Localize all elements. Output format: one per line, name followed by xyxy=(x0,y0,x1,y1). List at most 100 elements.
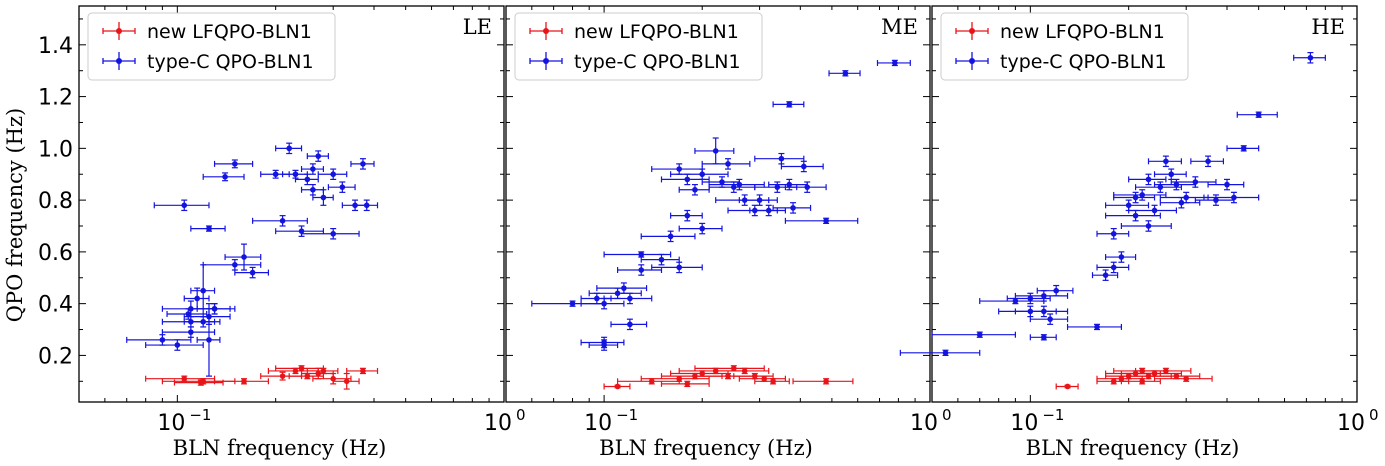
data-point xyxy=(678,222,723,235)
series-type-c-qpo xyxy=(899,51,1326,357)
data-point xyxy=(1147,155,1182,168)
marker xyxy=(206,337,212,343)
legend-frame xyxy=(940,12,1189,81)
x-axis-label: BLN frequency (Hz) xyxy=(599,436,813,460)
marker xyxy=(1132,194,1139,201)
marker xyxy=(1125,202,1132,209)
legend-label: type-C QPO-BLN1 xyxy=(147,51,314,73)
data-point xyxy=(190,225,226,232)
marker xyxy=(699,225,706,232)
marker xyxy=(1132,212,1139,219)
marker xyxy=(892,60,898,66)
x-tick-label: 10 xyxy=(484,411,512,436)
x-tick-exponent: −1 xyxy=(189,406,211,424)
marker xyxy=(730,184,737,190)
marker xyxy=(667,233,674,240)
y-tick-label: 0.8 xyxy=(38,189,73,214)
marker xyxy=(942,350,949,356)
series-new-lfqpo xyxy=(603,365,854,390)
y-tick-label: 1.4 xyxy=(38,34,73,59)
marker xyxy=(1110,264,1117,271)
data-point xyxy=(166,308,208,320)
legend-label: new LFQPO-BLN1 xyxy=(574,21,739,43)
marker xyxy=(1173,181,1180,188)
legend: new LFQPO-BLN1 type-C QPO-BLN1 xyxy=(87,12,336,81)
marker xyxy=(756,197,763,203)
marker xyxy=(751,373,758,379)
data-point xyxy=(260,169,290,179)
data-point xyxy=(1207,178,1245,191)
marker xyxy=(363,202,370,209)
marker xyxy=(206,225,212,232)
data-point xyxy=(327,181,356,193)
data-point xyxy=(1153,178,1196,191)
marker xyxy=(1041,308,1047,315)
marker xyxy=(279,218,286,224)
marker xyxy=(222,174,228,180)
data-point xyxy=(1153,168,1187,181)
marker xyxy=(1173,373,1180,379)
data-point xyxy=(708,181,756,193)
marker xyxy=(730,365,737,372)
marker xyxy=(1012,298,1019,304)
legend-label: new LFQPO-BLN1 xyxy=(147,21,312,43)
marker xyxy=(181,202,188,209)
legend-frame xyxy=(514,12,763,81)
marker xyxy=(736,181,743,188)
data-point xyxy=(1159,191,1209,204)
data-point xyxy=(640,253,680,266)
marker xyxy=(1205,158,1211,165)
data-point xyxy=(670,168,729,181)
marker xyxy=(339,184,346,190)
data-point xyxy=(1096,261,1130,274)
data-point xyxy=(1128,204,1178,217)
data-point xyxy=(300,227,360,240)
marker xyxy=(676,264,683,271)
marker xyxy=(181,375,188,382)
marker xyxy=(1094,324,1100,330)
marker xyxy=(185,311,192,317)
data-point xyxy=(294,173,319,186)
data-point xyxy=(312,189,334,206)
data-point xyxy=(183,315,221,328)
legend-swatch-marker xyxy=(969,58,975,64)
x-tick-label: 10 xyxy=(157,411,185,436)
marker xyxy=(1139,378,1145,385)
data-point xyxy=(1128,173,1167,186)
data-point xyxy=(749,204,787,217)
legend: new LFQPO-BLN1 type-C QPO-BLN1 xyxy=(514,12,763,81)
marker xyxy=(823,378,829,385)
data-point xyxy=(1055,383,1079,390)
marker xyxy=(1163,158,1169,165)
data-point xyxy=(275,225,325,237)
data-point xyxy=(715,367,770,375)
x-tick-exponent: 0 xyxy=(516,406,526,424)
marker xyxy=(976,331,983,338)
marker xyxy=(241,378,247,385)
plot-frame xyxy=(931,5,1358,403)
plot-frame xyxy=(78,5,505,403)
marker xyxy=(725,373,731,379)
data-point xyxy=(234,266,269,279)
data-point xyxy=(616,378,680,385)
marker xyxy=(1157,184,1164,190)
data-point xyxy=(350,158,375,170)
data-point xyxy=(1120,370,1182,377)
data-point xyxy=(1029,334,1057,341)
marker xyxy=(232,161,238,167)
data-point xyxy=(1159,196,1201,209)
marker xyxy=(241,254,247,260)
marker xyxy=(621,285,627,291)
marker xyxy=(304,373,311,379)
marker xyxy=(1151,207,1158,214)
x-tick-label: 10 xyxy=(1337,411,1365,436)
marker xyxy=(823,218,829,224)
data-point xyxy=(1226,145,1260,152)
data-point xyxy=(202,172,245,182)
marker xyxy=(699,370,706,377)
marker xyxy=(232,262,238,268)
marker xyxy=(320,368,327,374)
data-point xyxy=(213,378,269,385)
